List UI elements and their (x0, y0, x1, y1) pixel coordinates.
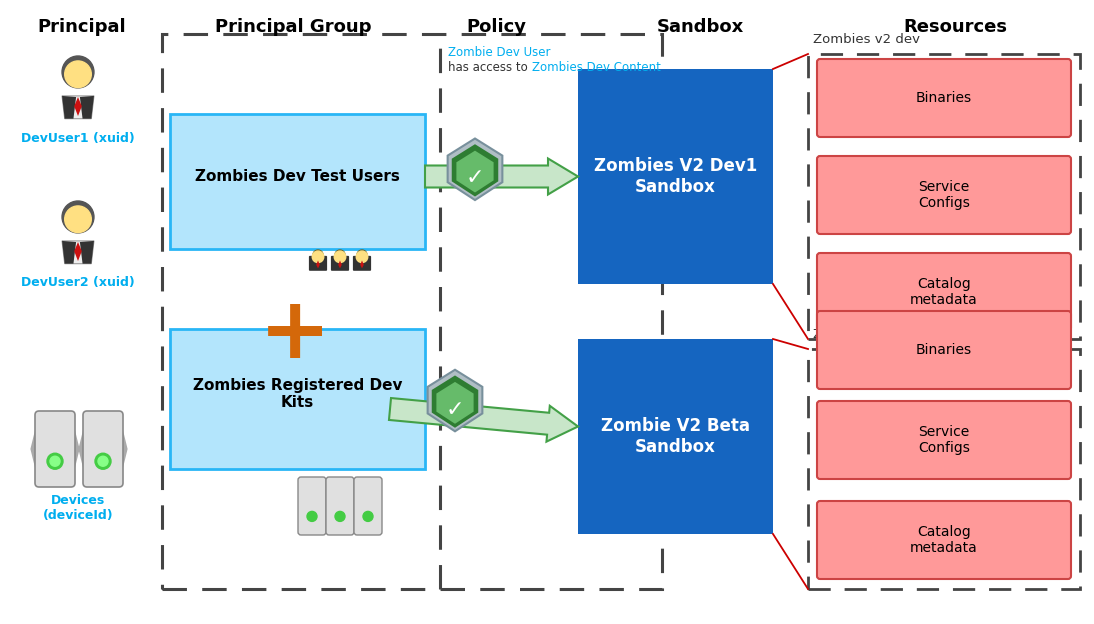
Polygon shape (447, 139, 502, 200)
FancyBboxPatch shape (309, 256, 327, 271)
Circle shape (307, 512, 317, 522)
Text: Zombie V2 Beta
Sandbox: Zombie V2 Beta Sandbox (601, 417, 750, 456)
Circle shape (50, 456, 60, 466)
Polygon shape (432, 376, 478, 428)
Text: Zombies Dev Content: Zombies Dev Content (532, 61, 661, 74)
FancyBboxPatch shape (35, 411, 75, 487)
Polygon shape (62, 96, 77, 119)
Circle shape (312, 251, 324, 263)
Polygon shape (62, 96, 94, 119)
Text: Zombies Dev Test Users: Zombies Dev Test Users (195, 169, 400, 184)
Text: +: + (259, 293, 331, 376)
Text: Zombies v2 dev: Zombies v2 dev (813, 33, 920, 46)
Bar (578, 69, 773, 284)
Circle shape (62, 201, 94, 233)
FancyBboxPatch shape (298, 477, 326, 535)
Polygon shape (62, 241, 77, 264)
Circle shape (47, 453, 63, 469)
Text: Binaries: Binaries (916, 343, 973, 357)
Bar (808, 54, 1080, 339)
FancyBboxPatch shape (330, 256, 349, 271)
Text: DevUser1 (xuid): DevUser1 (xuid) (21, 132, 135, 145)
Text: Principal Group: Principal Group (214, 18, 371, 36)
Text: Catalog
metadata: Catalog metadata (910, 277, 978, 307)
Text: Policy: Policy (466, 18, 526, 36)
Text: Service
Configs: Service Configs (918, 425, 970, 455)
FancyBboxPatch shape (353, 256, 371, 271)
FancyBboxPatch shape (354, 477, 382, 535)
Bar (808, 349, 1080, 589)
Polygon shape (389, 398, 578, 442)
FancyBboxPatch shape (817, 401, 1071, 479)
Text: Zombies V2 Dev1
Sandbox: Zombies V2 Dev1 Sandbox (594, 157, 757, 196)
Polygon shape (74, 97, 82, 116)
Polygon shape (424, 158, 578, 195)
Text: Catalog
metadata: Catalog metadata (910, 525, 978, 555)
Circle shape (335, 512, 345, 522)
Circle shape (98, 456, 108, 466)
Polygon shape (62, 241, 94, 264)
Polygon shape (428, 370, 482, 431)
Circle shape (357, 251, 368, 263)
FancyBboxPatch shape (83, 411, 123, 487)
Bar (170, 329, 424, 469)
Polygon shape (316, 260, 319, 268)
FancyBboxPatch shape (817, 59, 1071, 137)
Text: Sandbox: Sandbox (656, 18, 744, 36)
Polygon shape (437, 382, 474, 424)
Polygon shape (338, 260, 341, 268)
Text: Principal: Principal (37, 18, 126, 36)
FancyBboxPatch shape (817, 253, 1071, 331)
Text: DevUser2 (xuid): DevUser2 (xuid) (21, 276, 135, 289)
Circle shape (335, 251, 346, 263)
Text: ✓: ✓ (466, 168, 485, 188)
Circle shape (357, 250, 368, 260)
Circle shape (65, 206, 91, 233)
Text: Zombies v2 beta: Zombies v2 beta (813, 328, 926, 341)
FancyBboxPatch shape (326, 477, 354, 535)
FancyBboxPatch shape (817, 501, 1071, 579)
Circle shape (363, 512, 373, 522)
Circle shape (62, 56, 94, 88)
Text: Binaries: Binaries (916, 91, 973, 105)
Text: Resources: Resources (903, 18, 1006, 36)
Circle shape (95, 453, 110, 469)
Circle shape (65, 61, 91, 87)
Polygon shape (452, 144, 498, 197)
Polygon shape (74, 242, 82, 261)
Polygon shape (80, 96, 94, 119)
Bar (170, 114, 424, 249)
Text: ✓: ✓ (445, 399, 464, 420)
FancyBboxPatch shape (817, 156, 1071, 234)
Polygon shape (456, 150, 493, 193)
Polygon shape (360, 260, 364, 268)
Circle shape (335, 250, 345, 260)
Circle shape (313, 250, 323, 260)
Text: Service
Configs: Service Configs (918, 180, 970, 210)
Text: Devices
(deviceId): Devices (deviceId) (43, 494, 114, 522)
Text: has access to: has access to (449, 61, 532, 74)
Bar (162, 34, 662, 589)
Text: Zombie Dev User: Zombie Dev User (449, 46, 550, 59)
Bar (578, 339, 773, 534)
FancyBboxPatch shape (817, 311, 1071, 389)
Polygon shape (80, 241, 94, 264)
Text: Zombies Registered Dev
Kits: Zombies Registered Dev Kits (193, 378, 403, 410)
